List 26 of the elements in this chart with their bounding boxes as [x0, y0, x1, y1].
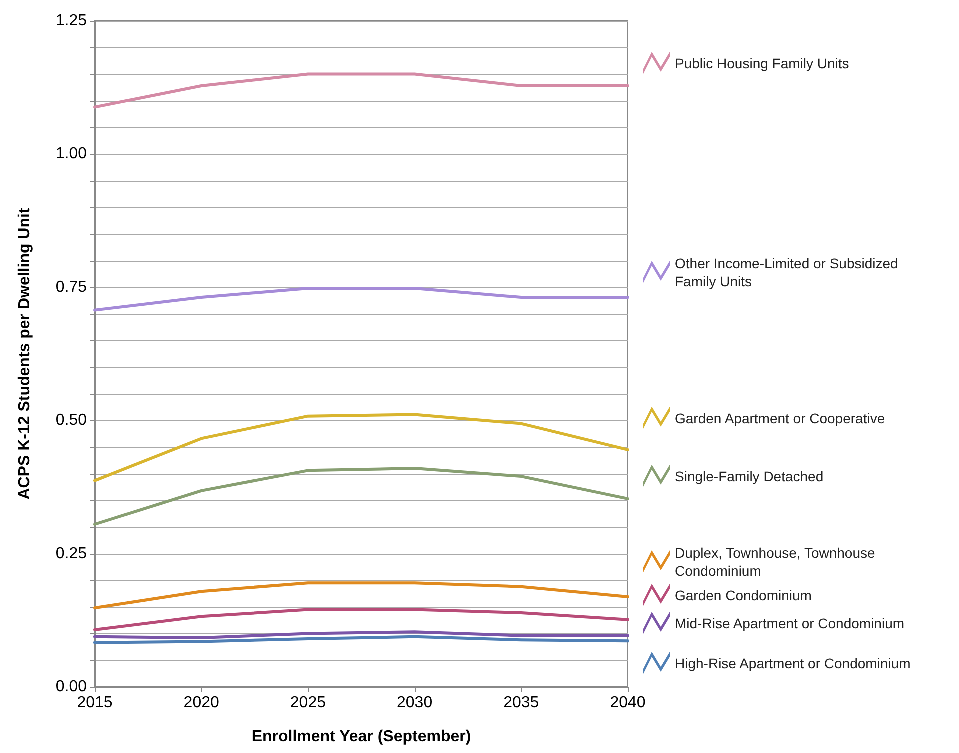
legend-label: Mid-Rise Apartment or Condominium: [675, 616, 905, 632]
y-tick-label: 0.50: [56, 412, 88, 430]
line-series: [94, 413, 630, 482]
legend-label: Garden Condominium: [675, 588, 812, 604]
y-tick-label: 0.25: [56, 545, 88, 562]
legend-label: Duplex, Townhouse, Townhouse Condominium: [675, 545, 880, 579]
y-tick-label: 1.00: [56, 146, 88, 163]
legend-label: Public Housing Family Units: [675, 56, 850, 72]
x-axis-title: Enrollment Year (September): [252, 728, 472, 746]
legend-label: Other Income-Limited or Subsidized Family Units: [675, 256, 902, 290]
legend-label: High-Rise Apartment or Condominium: [675, 656, 911, 672]
y-tick-label: 0.75: [56, 278, 88, 296]
line-series: [94, 582, 630, 610]
legend-label: Single-Family Detached: [675, 468, 824, 484]
x-tick-label: 2040: [610, 694, 646, 712]
line-series: [94, 467, 630, 526]
y-tick-label: 0.00: [56, 678, 88, 696]
x-tick-label: 2020: [184, 694, 220, 712]
x-tick-label: 2025: [290, 694, 326, 712]
x-tick-label: 2030: [397, 694, 433, 712]
y-axis-title: ACPS K-12 Students per Dwelling Unit: [16, 208, 34, 500]
x-tick-label: 2035: [504, 694, 540, 712]
y-tick-label: 1.25: [56, 12, 88, 30]
line-series: [94, 608, 630, 632]
x-tick-label: 2015: [77, 694, 113, 712]
legend-label: Garden Apartment or Cooperative: [675, 410, 886, 426]
